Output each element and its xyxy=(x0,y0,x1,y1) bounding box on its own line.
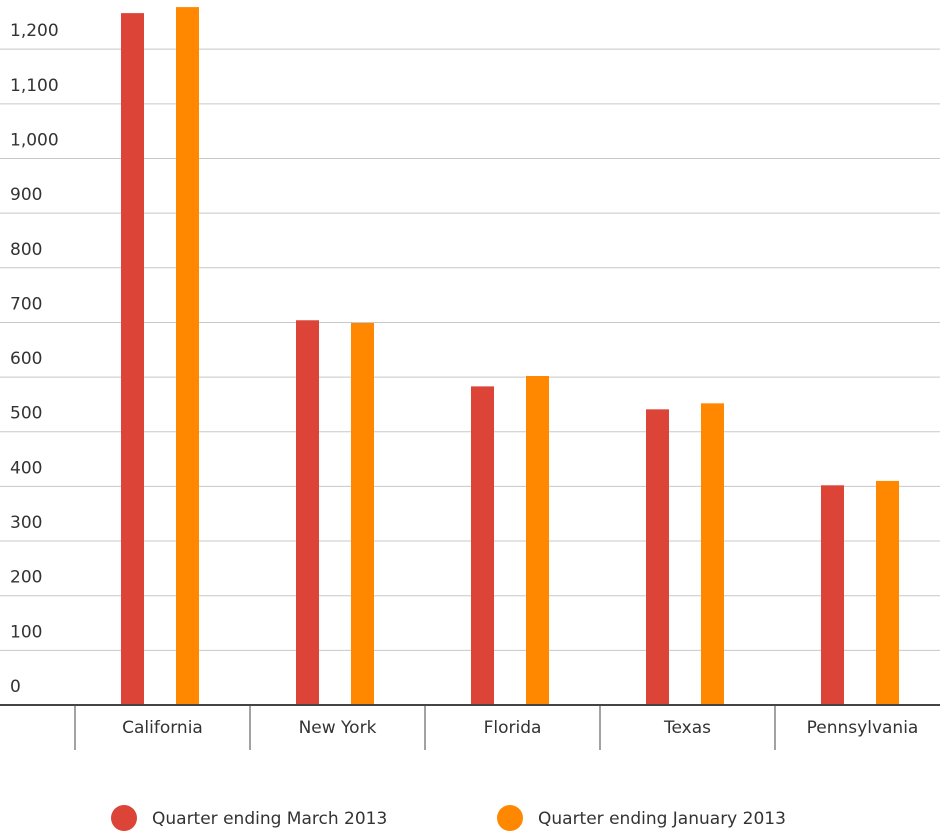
y-tick-label: 500 xyxy=(10,404,42,424)
y-tick-label: 600 xyxy=(10,349,42,369)
x-tick-label: California xyxy=(122,718,203,738)
y-tick-label: 1,200 xyxy=(10,21,59,41)
y-tick-label: 900 xyxy=(10,185,42,205)
y-tick-label: 300 xyxy=(10,513,42,533)
y-tick-label: 200 xyxy=(10,568,42,588)
y-tick-label: 1,100 xyxy=(10,76,59,96)
bar xyxy=(296,320,319,705)
y-tick-label: 700 xyxy=(10,294,42,314)
bar xyxy=(701,403,724,705)
legend-swatch xyxy=(497,805,523,831)
y-tick-label: 0 xyxy=(10,677,21,697)
x-tick-label: Florida xyxy=(484,718,542,738)
bar xyxy=(526,376,549,705)
y-tick-label: 400 xyxy=(10,458,42,478)
bar xyxy=(121,13,144,706)
bar xyxy=(176,7,199,705)
y-tick-label: 1,000 xyxy=(10,130,59,150)
legend-label: Quarter ending March 2013 xyxy=(152,809,387,829)
legend-label: Quarter ending January 2013 xyxy=(538,809,786,829)
bar xyxy=(351,322,374,705)
bar xyxy=(646,409,669,705)
legend-swatch xyxy=(111,805,137,831)
x-tick-label: Pennsylvania xyxy=(807,718,919,738)
bar xyxy=(876,480,899,705)
x-tick-label: New York xyxy=(299,718,377,738)
x-tick-label: Texas xyxy=(663,718,711,738)
bar xyxy=(471,386,494,705)
y-tick-label: 100 xyxy=(10,622,42,642)
bar xyxy=(821,485,844,705)
y-tick-label: 800 xyxy=(10,240,42,260)
